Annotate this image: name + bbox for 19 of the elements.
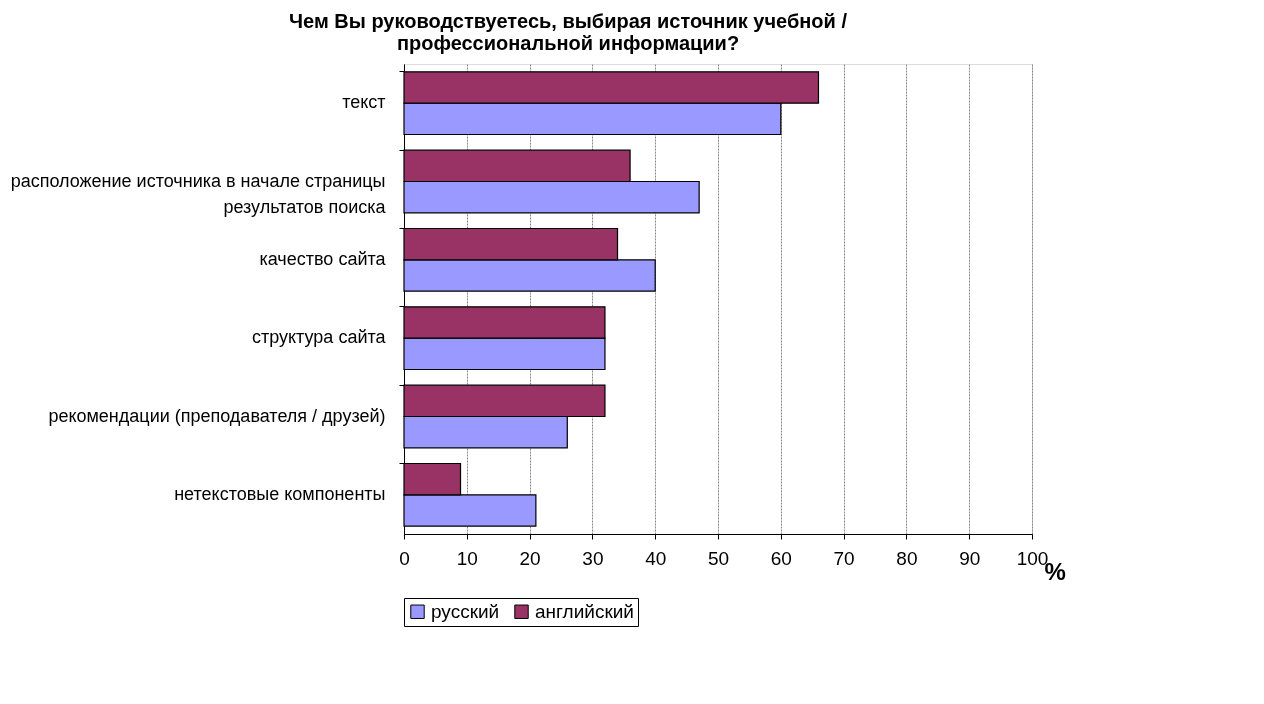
legend-label: русский <box>431 600 500 622</box>
x-tick-label: 50 <box>707 547 730 569</box>
x-tick-label: 10 <box>456 547 478 569</box>
y-tick-label: качество сайта <box>259 248 387 269</box>
x-tick-label: 30 <box>582 547 604 569</box>
y-tick-label: рекомендации (преподавателя / друзей) <box>48 405 386 426</box>
y-tick-label: структура сайта <box>251 327 387 348</box>
legend-label: английский <box>535 600 634 622</box>
x-tick-label: 60 <box>770 547 792 569</box>
x-tick-label: 90 <box>959 547 981 569</box>
x-tick-label: 40 <box>645 547 667 569</box>
x-tick-label: 0 <box>399 547 410 569</box>
x-tick-label: 80 <box>896 547 918 569</box>
x-tick-label: 70 <box>833 547 855 569</box>
y-tick-label: расположение источника в начале страницы результатов поиска <box>10 170 387 217</box>
chart-title: Чем Вы руководствуетесь, выбирая источник учебной / профессиональной информации? <box>289 10 848 54</box>
x-tick-label: 20 <box>519 547 541 569</box>
y-tick-label: текст <box>342 92 386 113</box>
y-tick-label: нетекстовые компоненты <box>174 483 386 504</box>
